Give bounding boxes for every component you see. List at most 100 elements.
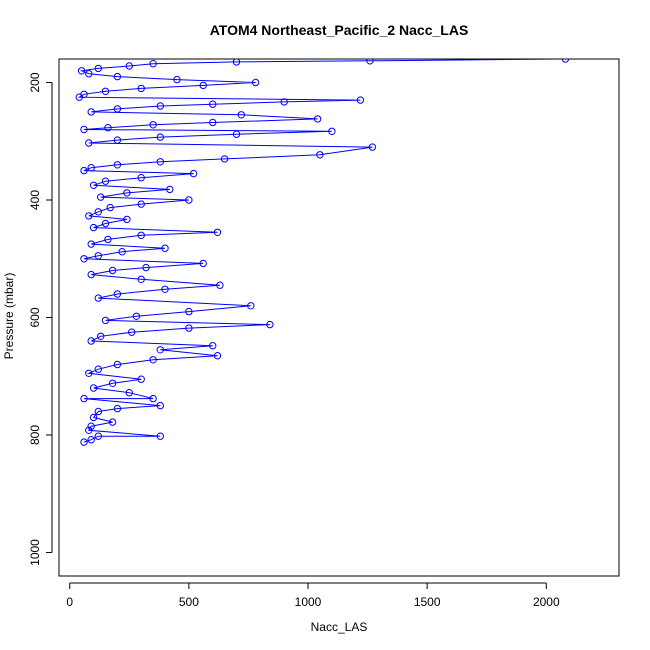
data-point (368, 143, 377, 151)
data-point (280, 98, 288, 106)
data-point (113, 161, 122, 169)
data-point (94, 294, 103, 302)
data-point (137, 231, 145, 240)
data-point (85, 70, 93, 78)
data-point (77, 67, 86, 75)
data-point (561, 59, 570, 63)
data-point (80, 394, 88, 403)
data-point (101, 316, 110, 325)
x-tick-label: 1000 (295, 595, 322, 609)
data-point (199, 259, 207, 268)
data-point (113, 404, 122, 413)
data-point (137, 375, 145, 383)
data-point (137, 84, 145, 93)
data-point (156, 133, 165, 141)
data-point (87, 436, 95, 444)
data-point (118, 248, 126, 256)
y-tick-label: 200 (28, 72, 42, 92)
data-point (97, 193, 105, 201)
data-point (113, 360, 122, 369)
data-point (89, 384, 98, 392)
data-point (87, 270, 95, 279)
data-point (97, 332, 105, 340)
data-point (80, 255, 88, 263)
data-point (128, 328, 136, 336)
data-point (85, 139, 93, 147)
y-tick-label: 600 (28, 307, 42, 327)
x-tick-label: 1500 (414, 595, 441, 609)
data-point (237, 111, 246, 119)
data-point (149, 121, 157, 129)
data-point (113, 105, 122, 113)
data-point (156, 158, 165, 166)
data-point (313, 115, 322, 123)
x-axis: 0 500 1000 1500 2000 (66, 582, 560, 609)
plot-area (75, 59, 570, 446)
x-tick-label: 2000 (533, 595, 560, 609)
data-point (149, 394, 157, 403)
chart-title: ATOM4 Northeast_Pacific_2 Nacc_LAS (210, 22, 469, 38)
data-point (87, 337, 95, 345)
data-point (185, 196, 193, 204)
data-point (213, 228, 222, 237)
data-point (125, 389, 134, 397)
data-point (94, 252, 103, 260)
data-point (161, 244, 169, 252)
data-point (80, 125, 88, 134)
data-point (137, 275, 145, 283)
data-point (87, 240, 95, 248)
data-point (108, 379, 117, 387)
data-point (101, 219, 110, 228)
data-point (94, 208, 103, 216)
data-point (104, 124, 112, 132)
x-tick-label: 0 (66, 595, 73, 609)
data-point (247, 302, 255, 310)
data-point (132, 312, 141, 320)
data-point (232, 130, 241, 138)
data-point (94, 432, 103, 440)
data-point (156, 401, 165, 410)
data-point (328, 127, 336, 136)
data-point (80, 438, 88, 446)
data-point (149, 356, 157, 364)
y-tick-label: 400 (28, 190, 42, 210)
data-point (123, 189, 131, 197)
data-point (356, 96, 365, 104)
data-point (94, 407, 103, 416)
data-point (113, 290, 122, 298)
data-point (108, 418, 117, 426)
data-point (189, 169, 198, 178)
data-point (220, 155, 229, 163)
series-line (77, 59, 566, 443)
data-point (161, 285, 169, 293)
data-point (156, 346, 165, 354)
data-point (173, 75, 181, 84)
data-point (209, 100, 217, 108)
data-point (137, 174, 145, 182)
data-point (113, 72, 122, 81)
y-axis: 200 400 600 800 1000 (28, 72, 53, 566)
data-point (142, 263, 150, 272)
data-point (101, 177, 110, 185)
y-axis-label: Pressure (mbar) (2, 273, 16, 360)
data-point (156, 432, 165, 440)
data-point (123, 215, 131, 224)
data-point (199, 81, 207, 90)
data-point (266, 320, 274, 329)
y-tick-label: 800 (28, 425, 42, 445)
data-point (156, 102, 165, 110)
data-point (80, 166, 88, 175)
data-point (89, 181, 98, 190)
data-point (87, 164, 95, 172)
data-point (316, 151, 324, 159)
data-point (232, 59, 241, 66)
data-point (101, 87, 110, 96)
data-point (209, 342, 217, 350)
x-axis-label: Nacc_LAS (311, 620, 368, 634)
y-tick-label: 1000 (28, 539, 42, 566)
data-point (89, 413, 98, 422)
data-point (94, 64, 103, 73)
data-point (216, 281, 224, 289)
data-point (213, 352, 222, 360)
